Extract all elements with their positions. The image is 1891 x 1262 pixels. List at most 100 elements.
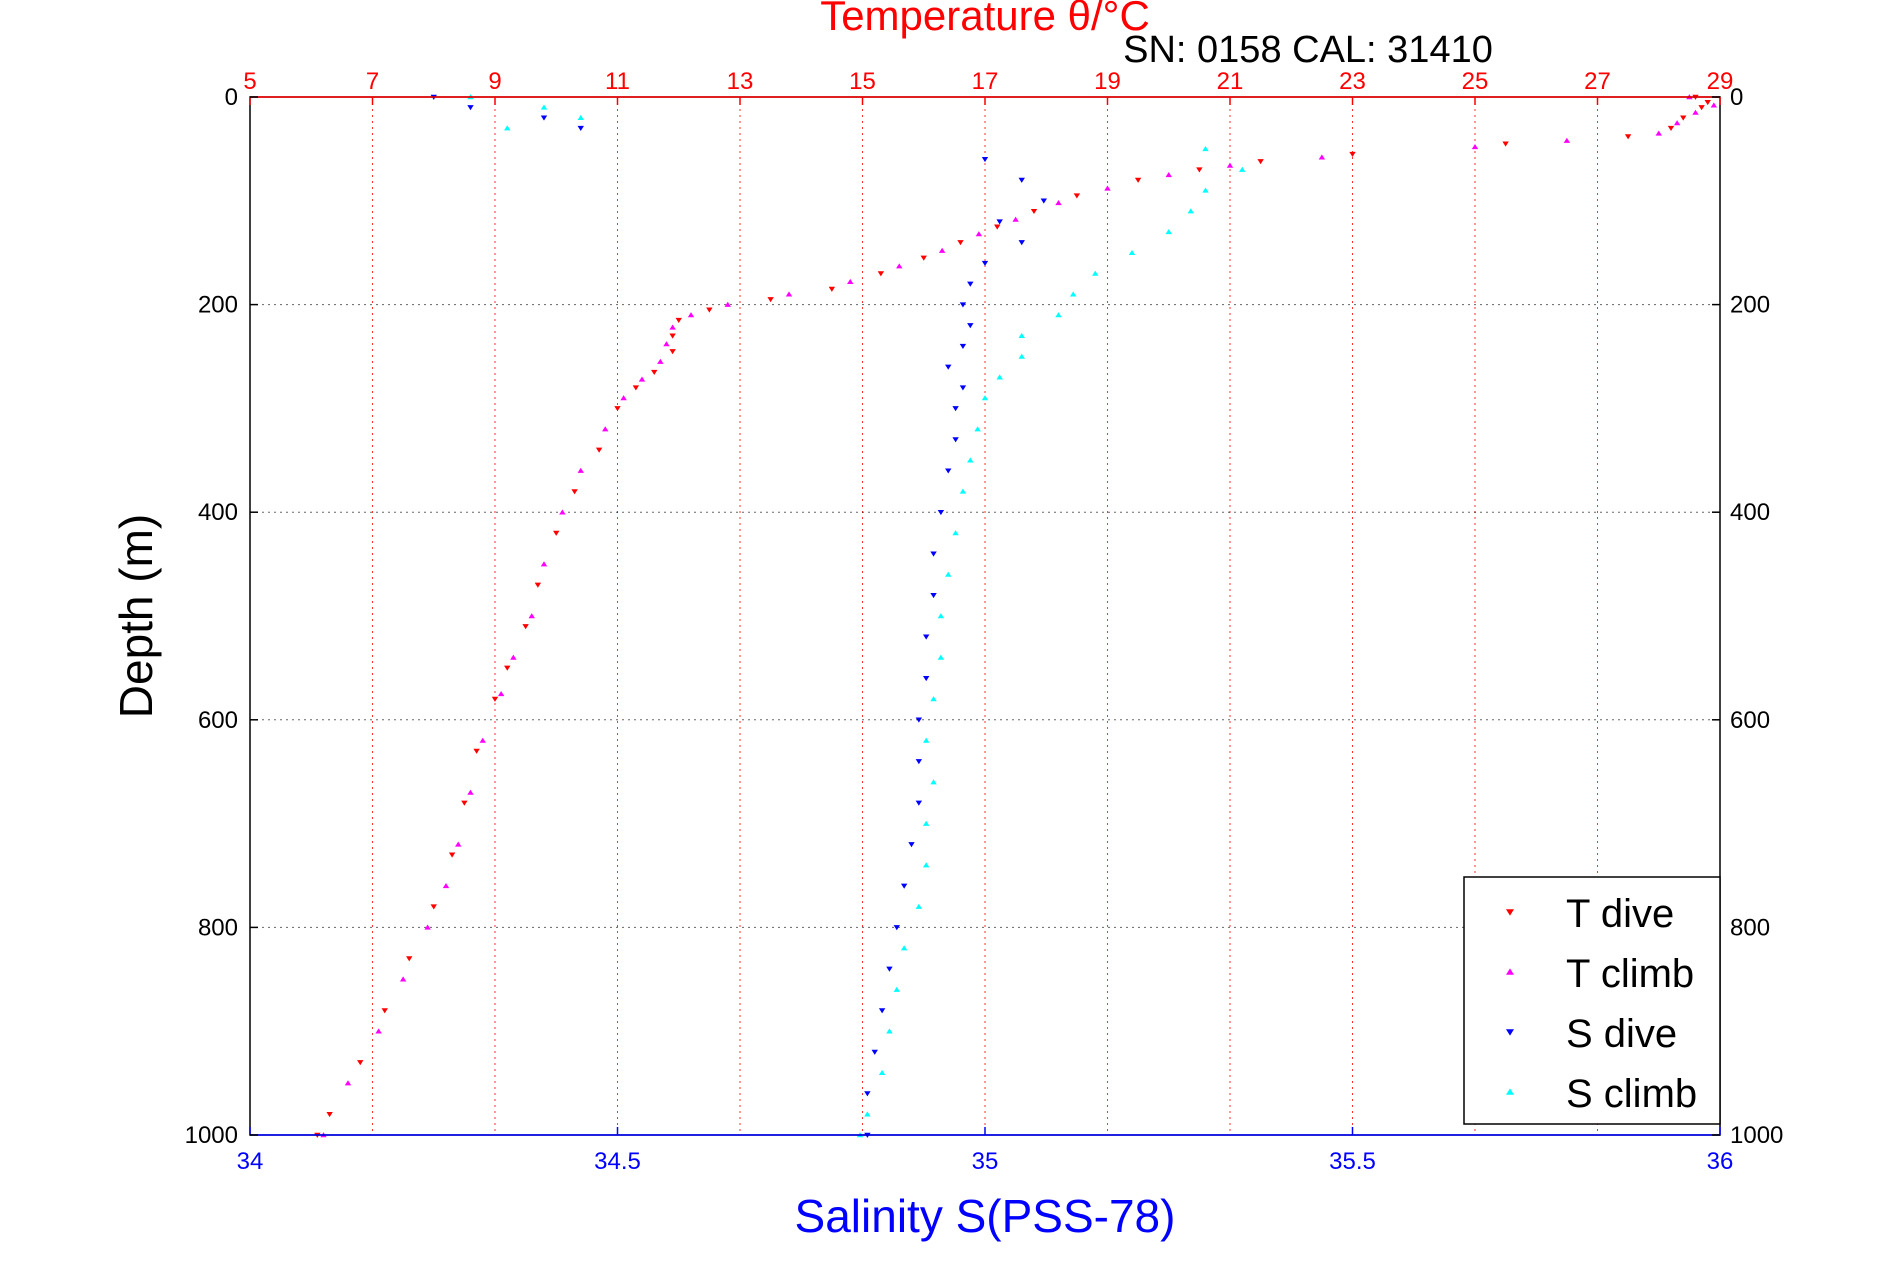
data-point <box>1655 130 1662 136</box>
temperature-tick-label: 7 <box>366 68 379 95</box>
data-point <box>896 263 903 269</box>
salinity-tick-label: 34.5 <box>594 1148 641 1175</box>
data-point <box>1018 332 1025 338</box>
data-point <box>923 634 930 640</box>
temperature-tick-label: 29 <box>1707 68 1734 95</box>
data-point <box>878 1008 886 1014</box>
temperature-tick-label: 5 <box>243 68 256 95</box>
data-point <box>602 426 609 432</box>
legend-marker <box>1506 968 1514 975</box>
legend-label: S climb <box>1566 1072 1697 1116</box>
data-point <box>669 349 676 355</box>
legend-items: T dive T climb S dive S climb <box>1506 892 1697 1116</box>
depth-tick-label-right: 400 <box>1730 499 1770 526</box>
data-point <box>614 406 621 412</box>
data-point <box>1710 102 1718 108</box>
data-point <box>357 1060 364 1066</box>
data-point <box>540 104 548 110</box>
data-point <box>1092 270 1099 276</box>
data-point <box>1563 137 1571 143</box>
depth-tick-label-right: 1000 <box>1730 1122 1783 1149</box>
temperature-tick-label: 13 <box>727 68 754 95</box>
data-point <box>923 737 930 743</box>
data-point <box>900 883 908 889</box>
depth-tick-label-left: 1000 <box>185 1122 238 1149</box>
legend-marker <box>1506 909 1514 916</box>
data-point <box>467 105 474 111</box>
legend-marker <box>1506 1029 1514 1036</box>
data-point <box>915 800 923 806</box>
data-point <box>344 1080 352 1086</box>
data-point <box>1128 249 1136 255</box>
data-point <box>1134 177 1142 183</box>
depth-tick-label-left: 800 <box>198 914 238 941</box>
x-axis-label: Salinity S(PSS-78) <box>795 1190 1176 1242</box>
data-point <box>847 278 854 285</box>
data-point <box>632 385 640 391</box>
temperature-tick-label: 25 <box>1462 68 1489 95</box>
legend-box <box>1463 876 1721 1125</box>
depth-tick-label-left: 400 <box>198 499 238 526</box>
data-point <box>577 114 584 120</box>
data-point <box>1318 154 1326 160</box>
data-point <box>952 437 959 443</box>
data-point <box>448 852 456 858</box>
data-point <box>1692 109 1699 115</box>
data-point <box>1704 99 1711 106</box>
data-point <box>510 654 517 660</box>
data-point <box>915 759 923 765</box>
data-point <box>381 1008 388 1014</box>
data-point <box>461 800 468 806</box>
data-point <box>424 924 431 930</box>
data-point <box>620 395 627 401</box>
data-point <box>675 317 682 324</box>
data-point <box>900 945 908 951</box>
data-point <box>937 654 945 660</box>
depth-tick-label-left: 0 <box>225 84 238 111</box>
chart-subtitle: SN: 0158 CAL: 31410 <box>1123 29 1493 71</box>
data-point <box>886 966 893 972</box>
data-point <box>959 488 967 494</box>
data-point <box>577 467 584 473</box>
data-point <box>886 1028 893 1034</box>
data-point <box>920 255 927 261</box>
data-point <box>497 690 505 697</box>
depth-tick-label-left: 200 <box>198 292 238 319</box>
depth-tick-label-right: 0 <box>1730 84 1743 111</box>
data-point <box>1226 162 1234 168</box>
data-point <box>1349 151 1356 157</box>
data-point <box>871 1049 878 1055</box>
data-point <box>959 343 967 349</box>
data-point <box>952 406 959 412</box>
data-point <box>651 369 658 375</box>
data-point <box>937 509 945 516</box>
data-point <box>864 1091 871 1097</box>
data-point <box>767 297 774 303</box>
temperature-tick-label: 27 <box>1584 68 1611 95</box>
data-point <box>915 903 923 909</box>
data-point <box>577 125 584 132</box>
data-point <box>571 489 578 495</box>
legend-marker <box>1506 1088 1514 1095</box>
data-point <box>952 530 959 536</box>
depth-tick-label-right: 800 <box>1730 914 1770 941</box>
data-points <box>314 94 1718 1138</box>
data-point <box>981 395 989 401</box>
data-point <box>1471 143 1479 150</box>
salinity-tick-label: 36 <box>1707 1148 1734 1175</box>
depth-tick-label-left: 600 <box>198 707 238 734</box>
data-point <box>1030 208 1038 215</box>
data-point <box>467 789 474 795</box>
data-point <box>957 240 964 246</box>
temperature-tick-label: 15 <box>849 68 876 95</box>
data-point <box>930 779 937 785</box>
data-point <box>967 281 974 287</box>
data-point <box>974 426 981 432</box>
data-point <box>491 696 499 702</box>
data-point <box>1698 105 1705 111</box>
data-point <box>1165 171 1172 178</box>
data-point <box>455 841 462 847</box>
data-point <box>657 358 664 364</box>
data-point <box>1070 291 1077 297</box>
